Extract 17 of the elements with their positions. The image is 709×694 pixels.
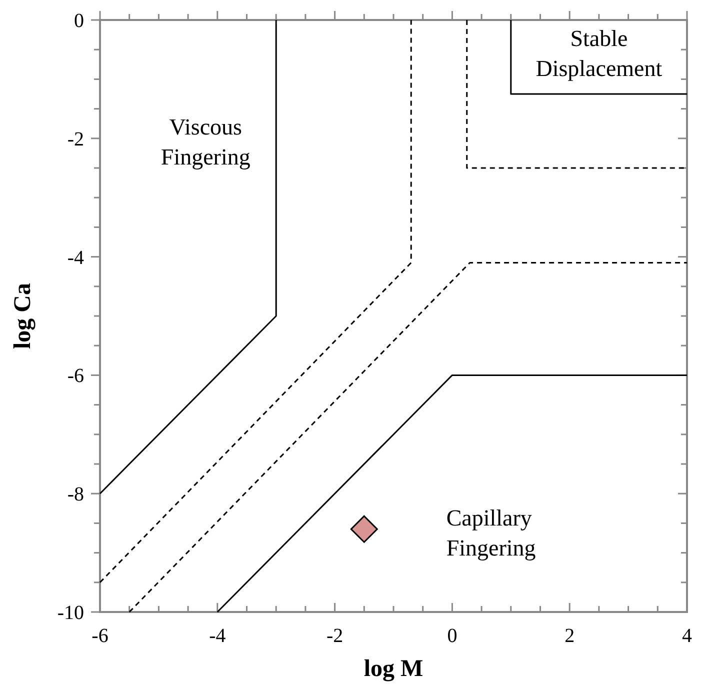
x-axis-title: log M: [364, 656, 424, 682]
annotation: Viscous Fingering: [160, 114, 251, 170]
y-tick-label: 0: [74, 10, 84, 32]
x-tick-label: 0: [447, 625, 458, 647]
x-tick-label: 4: [682, 625, 692, 647]
x-tick-label: -6: [92, 625, 108, 647]
y-tick-label: -8: [67, 484, 84, 506]
annotation: Stable Displacement: [536, 26, 663, 81]
x-tick-label: -4: [209, 625, 226, 647]
y-tick-label: -2: [67, 128, 84, 150]
y-tick-label: -4: [67, 246, 84, 269]
y-tick-label: -10: [57, 602, 84, 624]
annotation: Capillary Fingering: [446, 505, 536, 560]
y-tick-label: -6: [67, 365, 84, 388]
x-tick-label: 2: [564, 625, 575, 647]
x-tick-label: -2: [326, 625, 344, 647]
y-axis-title: log Ca: [10, 283, 36, 349]
